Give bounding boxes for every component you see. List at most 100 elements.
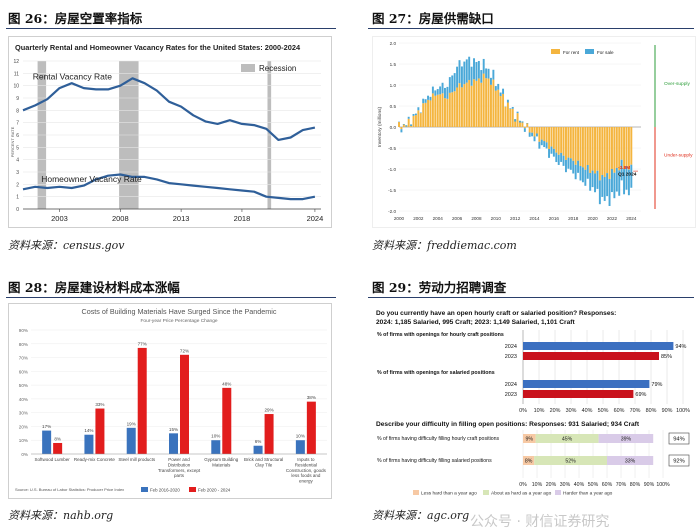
for-sale-bar <box>422 98 425 104</box>
for-rent-bar <box>550 127 553 147</box>
fig27-title: 图 27：房屋供需缺口 <box>372 11 494 26</box>
for-rent-bar <box>613 127 616 173</box>
category-label: Gypsum Building Materials <box>204 457 239 467</box>
legend-swatch <box>483 490 489 495</box>
for-rent-bar <box>444 98 446 127</box>
y-tick-label: 20% <box>19 424 28 429</box>
for-sale-bar <box>531 132 534 137</box>
for-rent-bar <box>453 91 456 127</box>
total-value-label: 92% <box>673 459 685 465</box>
for-sale-bar <box>448 77 451 93</box>
bar-2024 <box>523 380 650 388</box>
for-rent-bar <box>538 127 541 142</box>
for-sale-bar <box>574 164 577 180</box>
under-supply-label: Under-supply <box>664 152 693 158</box>
for-sale-bar <box>577 160 580 173</box>
bar-2020-2024 <box>53 442 63 454</box>
for-sale-bar <box>480 70 483 83</box>
for-rent-bar <box>497 89 500 127</box>
group-label: % of firms with openings for hourly craf… <box>377 332 504 338</box>
for-sale-bar <box>511 106 514 109</box>
for-rent-bar <box>531 127 534 133</box>
for-sale-bar <box>613 172 616 199</box>
for-sale-bar <box>444 87 446 99</box>
for-rent-bar <box>489 84 492 127</box>
category-label: Power and Distribution Transformers, excep… <box>158 457 201 478</box>
for-sale-bar <box>625 166 628 190</box>
gap-value-label: -3.8M <box>618 165 630 171</box>
for-rent-bar <box>528 127 531 133</box>
x-tick-label: 100% <box>676 408 690 414</box>
bar-value-label: 14% <box>84 428 93 433</box>
bar-value-label: 38% <box>307 395 316 400</box>
chart-title: Quarterly Rental and Homeowner Vacancy R… <box>15 43 301 52</box>
for-rent-bar <box>627 127 630 170</box>
for-rent-bar <box>509 108 512 127</box>
for-rent-bar <box>480 82 483 127</box>
for-rent-bar <box>446 98 449 127</box>
for-rent-bar <box>543 127 546 142</box>
for-rent-bar <box>398 122 400 127</box>
bar-value-label: 94% <box>675 344 686 350</box>
for-rent-bar <box>465 82 468 127</box>
for-rent-bar <box>414 115 417 127</box>
fig27-chart-frame: 2.0 1.5 1.0 0.5 0.0 -0.5 -1.0 -1.5 -2.0 Inventory… <box>372 36 696 228</box>
bar-2020-2024 <box>137 347 147 454</box>
bar-2016-2020 <box>169 433 178 454</box>
for-sale-bar <box>458 60 461 84</box>
x-tick-label: 2002 <box>413 216 424 221</box>
x-tick-label: 10% <box>532 482 543 488</box>
for-sale-bar <box>453 73 456 92</box>
for-sale-bar <box>492 69 495 80</box>
for-sale-bar <box>489 77 492 85</box>
y-tick-label: 8 <box>16 108 19 114</box>
x-tick-label: 2013 <box>173 214 190 223</box>
for-rent-bar <box>429 100 432 127</box>
bar-2020-2024 <box>180 354 189 454</box>
y-tick-label: 10% <box>19 438 28 443</box>
fig26-chart-frame: Quarterly Rental and Homeowner Vacancy R… <box>8 36 332 228</box>
for-rent-bar <box>533 127 536 137</box>
series-line <box>22 173 316 201</box>
for-sale-bar <box>615 167 618 192</box>
for-sale-bar <box>584 169 587 186</box>
for-sale-bar <box>436 89 439 95</box>
group-label: % of firms with openings for salaried po… <box>377 370 495 376</box>
for-sale-bar <box>405 125 408 127</box>
x-tick-label: 100% <box>656 482 670 488</box>
for-rent-bar <box>436 94 439 127</box>
for-sale-bar <box>627 169 630 196</box>
for-sale-bar <box>596 170 599 189</box>
for-rent-bar <box>586 127 589 166</box>
y-tick-label: 6 <box>16 133 19 139</box>
for-rent-bar <box>477 78 480 127</box>
for-sale-bar <box>528 132 531 137</box>
bar-value-label: 85% <box>661 354 672 360</box>
for-rent-bar <box>567 127 570 158</box>
x-tick-label: 2000 <box>394 216 405 221</box>
fig27-rule <box>368 28 694 29</box>
y-tick-label: -2.0 <box>388 209 396 214</box>
x-tick-label: 2020 <box>587 216 598 221</box>
for-rent-bar <box>492 79 495 127</box>
legend-swatch-2016-2020 <box>141 487 148 492</box>
bar-2020-2024 <box>222 387 232 454</box>
x-tick-label: 2008 <box>471 216 482 221</box>
for-sale-bar <box>410 124 413 127</box>
for-rent-bar <box>581 127 584 168</box>
legend-swatch-for-sale <box>585 49 594 54</box>
y-tick-label: 12 <box>13 59 19 65</box>
x-tick-label: 50% <box>588 482 599 488</box>
chart-subtitle: Four-year Price Percentage Change <box>140 318 217 324</box>
legend-swatch-for-rent <box>551 49 560 54</box>
x-tick-label: 0% <box>519 408 527 414</box>
for-sale-bar <box>618 170 621 196</box>
category-label: Inputs to Residential Construction, goods l… <box>286 457 327 484</box>
for-rent-bar <box>601 127 604 176</box>
for-sale-bar <box>521 121 524 123</box>
y-tick-label: 80% <box>19 342 28 347</box>
for-rent-bar <box>535 127 538 134</box>
for-rent-bar <box>526 123 529 127</box>
fig28-source: 资料来源：nahb.org <box>8 509 114 522</box>
for-rent-bar <box>431 93 434 127</box>
